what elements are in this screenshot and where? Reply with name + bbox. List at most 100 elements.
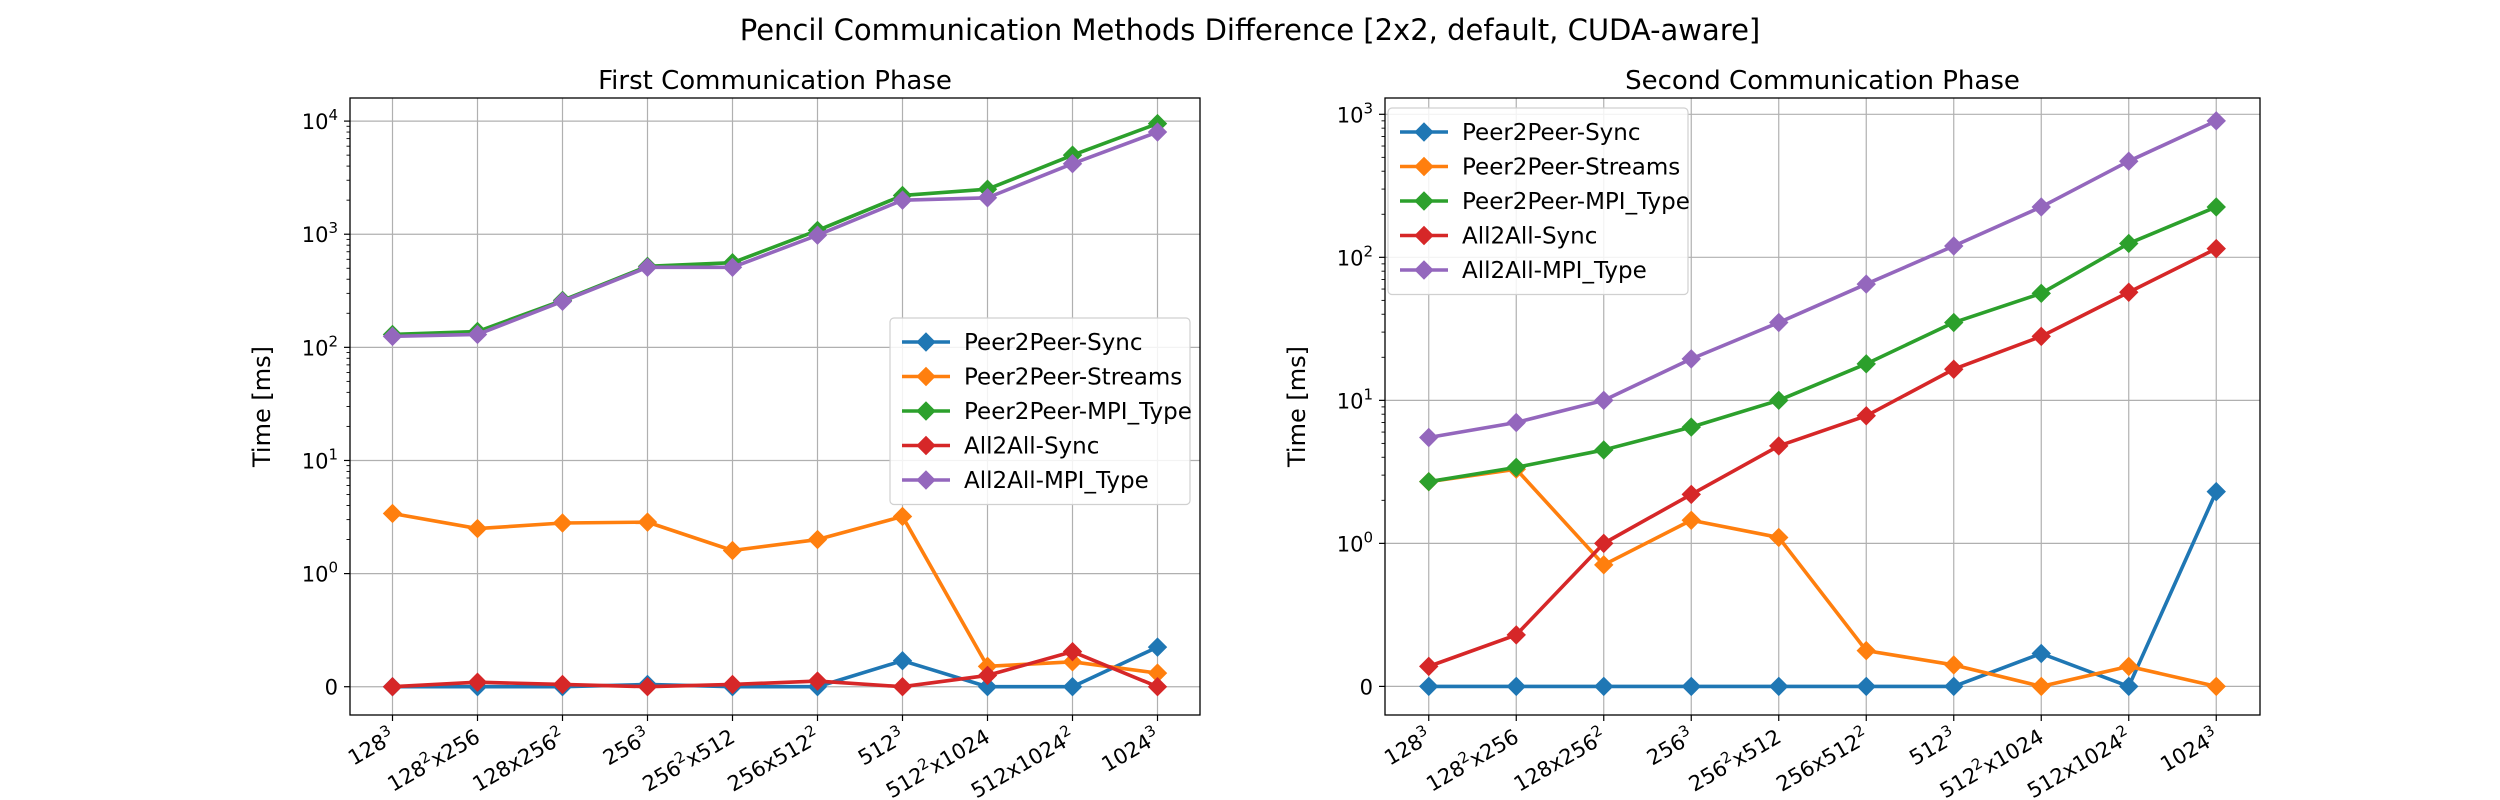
data-point — [1681, 349, 1701, 369]
series-all2all-sync — [1419, 238, 2226, 677]
data-point — [1681, 417, 1701, 437]
data-point — [2119, 151, 2139, 171]
data-point — [637, 257, 658, 278]
data-point — [1769, 676, 1789, 697]
data-point — [382, 326, 403, 347]
data-point — [382, 677, 403, 697]
x-tick-label: 2562x512 — [1683, 721, 1785, 796]
series-line — [1428, 119, 2218, 440]
data-point — [892, 677, 913, 697]
data-point — [1944, 655, 1964, 675]
figure-title: Pencil Communication Methods Difference … — [740, 13, 1761, 47]
data-point — [1856, 274, 1876, 294]
data-point — [1419, 676, 1439, 697]
data-point — [2119, 282, 2139, 302]
y-axis-label: Time [ms] — [1283, 346, 1311, 468]
data-point — [1506, 412, 1526, 433]
legend-marker — [1414, 122, 1434, 142]
data-point — [1419, 427, 1439, 448]
x-tick-label: 1282x256 — [382, 721, 484, 796]
legend-label: All2All-MPI_Type — [964, 468, 1149, 494]
data-point — [552, 674, 573, 695]
x-tick-label: 1282x256 — [1420, 721, 1522, 796]
series-line — [392, 121, 1159, 337]
x-tick-label: 256x5122 — [722, 721, 824, 796]
data-point — [1062, 677, 1083, 697]
y-tick-label: 102 — [1337, 242, 1373, 270]
legend: Peer2Peer-Sync Peer2Peer-Streams Peer2Peer… — [889, 317, 1192, 506]
data-point — [807, 671, 828, 691]
x-tick-label: 128x2562 — [1508, 721, 1610, 796]
series-line — [392, 645, 1159, 689]
data-point — [2206, 481, 2226, 502]
data-point — [2206, 676, 2226, 697]
series-peer2peer-sync — [382, 637, 1168, 697]
legend-marker — [1414, 225, 1434, 246]
data-point — [2031, 197, 2051, 217]
series-peer2peer-streams — [382, 503, 1168, 683]
data-point — [2206, 197, 2226, 217]
plot-frame — [1384, 97, 2261, 716]
legend-label: All2All-Sync — [964, 434, 1099, 460]
data-point — [1594, 390, 1614, 411]
data-point — [2119, 676, 2139, 697]
y-axis-label: Time [ms] — [248, 346, 276, 468]
legend-marker — [916, 401, 936, 421]
data-point — [722, 674, 743, 695]
data-point — [552, 513, 573, 533]
y-tick-label: 101 — [1337, 385, 1373, 413]
data-point — [2119, 656, 2139, 677]
data-point — [1856, 640, 1876, 661]
data-point — [1856, 406, 1876, 426]
data-point — [807, 225, 828, 245]
legend-label: Peer2Peer-Sync — [1462, 120, 1641, 146]
legend-marker — [916, 435, 936, 456]
series-all2all-sync — [382, 641, 1168, 697]
y-tick-label: 103 — [302, 219, 338, 247]
data-point — [1594, 676, 1614, 697]
series-peer2peer-streams — [1419, 459, 2226, 697]
data-point — [382, 503, 403, 524]
legend-label: Peer2Peer-Sync — [964, 330, 1143, 356]
data-point — [552, 291, 573, 312]
data-point — [722, 540, 743, 561]
series-peer2peer-mpi-type — [382, 113, 1168, 345]
x-tick-label: 10243 — [1095, 721, 1164, 777]
data-point — [1856, 676, 1876, 697]
y-tick-label: 104 — [302, 106, 338, 134]
data-point — [1062, 652, 1083, 672]
data-point — [1419, 656, 1439, 677]
data-point — [2031, 643, 2051, 664]
series-line — [392, 130, 1159, 339]
legend-marker — [1414, 156, 1434, 177]
legend: Peer2Peer-Sync Peer2Peer-Streams Peer2Peer… — [1387, 107, 1690, 296]
x-tick-label: 2563 — [597, 721, 654, 770]
y-tick-label: 100 — [1337, 528, 1373, 556]
data-point — [1147, 122, 1168, 142]
data-point — [1419, 471, 1439, 492]
plot-first-communication-phase: First Communication Phase 0 100 101 102 103 10… — [248, 66, 1201, 800]
data-point — [467, 518, 488, 539]
series-line — [1428, 490, 2218, 689]
data-point — [637, 512, 658, 532]
data-point — [1944, 676, 1964, 697]
y-tick-label: 101 — [302, 445, 338, 473]
data-point — [1681, 484, 1701, 505]
legend-box — [1387, 107, 1689, 296]
x-tick-label: 1283 — [342, 721, 399, 770]
data-point — [1944, 236, 1964, 256]
y-tick-label: 0 — [325, 676, 338, 700]
data-point — [807, 529, 828, 550]
data-point — [1681, 510, 1701, 530]
series-peer2peer-sync — [1419, 481, 2226, 697]
x-tick-label: 5123 — [1903, 721, 1960, 770]
x-tick-label: 2563 — [1641, 721, 1698, 770]
x-tick-label: 2562x512 — [637, 721, 739, 796]
data-point — [2031, 326, 2051, 347]
x-tick-label: 10243 — [2154, 721, 2223, 777]
series-line — [392, 649, 1159, 689]
data-point — [1856, 354, 1876, 374]
plot-frame — [349, 97, 1201, 716]
data-point — [1594, 555, 1614, 575]
y-tick-label: 102 — [302, 332, 338, 360]
